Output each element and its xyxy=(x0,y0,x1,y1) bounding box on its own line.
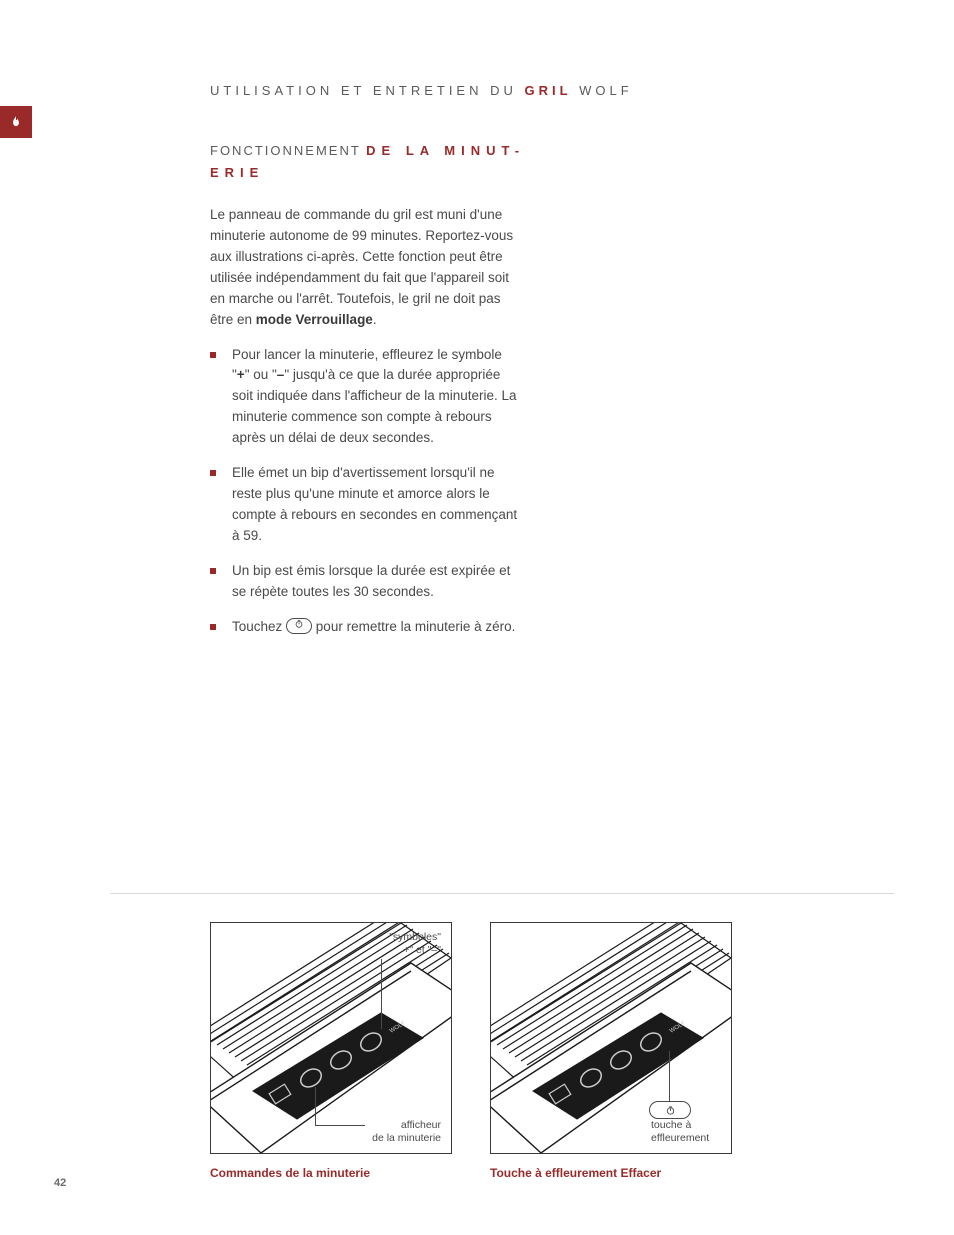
timer-clear-icon xyxy=(294,619,304,629)
page: UTILISATION ET ENTRETIEN DU GRIL WOLF FO… xyxy=(0,0,954,1235)
fig1-leader-2 xyxy=(315,1087,316,1125)
figure-2: WOLF touche à effleurement Touch xyxy=(490,922,730,1180)
fig2-leader xyxy=(669,1051,670,1101)
bullet-list: Pour lancer la minuterie, effleurez le s… xyxy=(210,345,520,638)
subhead-text: FONCTIONNEMENT xyxy=(210,143,366,158)
timer-clear-icon xyxy=(665,1105,676,1116)
grill-illustration-2: WOLF xyxy=(491,923,731,1153)
clear-touch-icon-inline xyxy=(286,618,312,634)
bullet-2: Elle émet un bip d'avertissement lorsqu'… xyxy=(210,463,520,547)
clear-touch-button xyxy=(649,1101,691,1119)
intro-paragraph: Le panneau de commande du gril est muni … xyxy=(210,205,520,331)
section-divider xyxy=(110,893,894,894)
bullet-4: Touchez pour remettre la minuterie à zér… xyxy=(210,617,520,638)
intro-bold: mode Verrouillage xyxy=(256,312,373,327)
figure-2-frame: WOLF touche à effleurement xyxy=(490,922,732,1154)
fig1-leader-1 xyxy=(381,959,382,1029)
b1-b: " ou " xyxy=(245,367,277,382)
running-header: UTILISATION ET ENTRETIEN DU GRIL WOLF xyxy=(210,83,633,98)
body-column: Le panneau de commande du gril est muni … xyxy=(210,205,520,652)
b4-b: pour remettre la minuterie à zéro. xyxy=(312,619,515,634)
b1-plus: + xyxy=(237,367,245,382)
header-bold: GRIL xyxy=(524,83,571,98)
figure-2-caption: Touche à effleurement Effacer xyxy=(490,1166,730,1180)
figure-1-caption: Commandes de la minuterie xyxy=(210,1166,450,1180)
grill-illustration-1: WOLF xyxy=(211,923,451,1153)
figure-1: WOLF "symboles" +" et "–" afficheur de l… xyxy=(210,922,450,1180)
b4-a: Touchez xyxy=(232,619,286,634)
bullet-3: Un bip est émis lorsque la durée est exp… xyxy=(210,561,520,603)
figures-row: WOLF "symboles" +" et "–" afficheur de l… xyxy=(210,922,730,1180)
bullet-1: Pour lancer la minuterie, effleurez le s… xyxy=(210,345,520,450)
intro-text-b: . xyxy=(373,312,377,327)
section-heading: FONCTIONNEMENT DE LA MINUT-ERIE xyxy=(210,140,530,184)
header-text-2: WOLF xyxy=(572,83,633,98)
flame-icon xyxy=(9,115,23,129)
header-text-1: UTILISATION ET ENTRETIEN DU xyxy=(210,83,524,98)
figure-1-frame: WOLF "symboles" +" et "–" afficheur de l… xyxy=(210,922,452,1154)
intro-text-a: Le panneau de commande du gril est muni … xyxy=(210,207,513,327)
fig1-leader-2b xyxy=(315,1125,365,1126)
side-tab xyxy=(0,106,32,138)
page-number: 42 xyxy=(54,1177,66,1189)
